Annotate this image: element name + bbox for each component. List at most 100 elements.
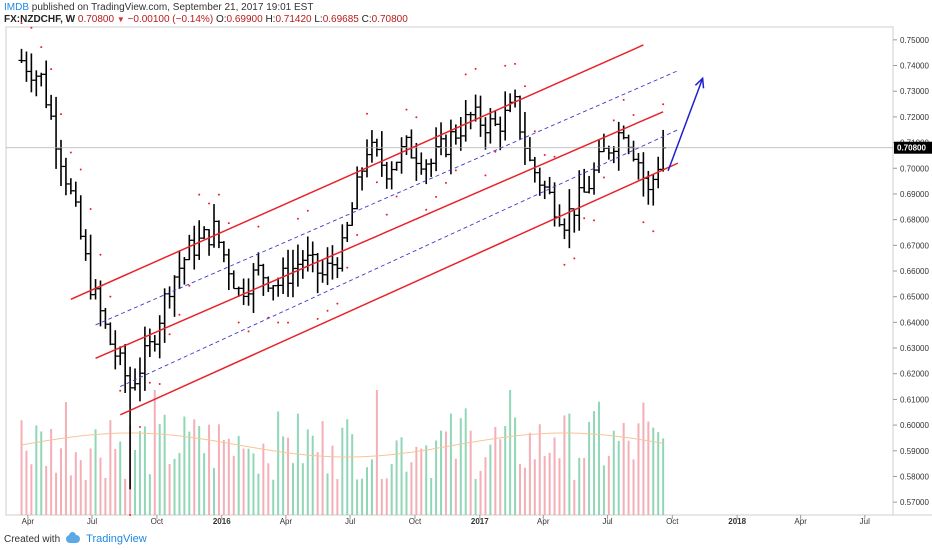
y-tick-label: 0.63000 bbox=[900, 344, 929, 353]
price-change: −0.00100 (−0.14%) bbox=[127, 14, 214, 25]
psar-dot bbox=[346, 266, 349, 269]
psar-dot bbox=[543, 154, 546, 157]
volume-bar bbox=[257, 473, 260, 515]
volume-bar bbox=[291, 463, 294, 515]
current-price-badge bbox=[894, 141, 932, 154]
volume-bar bbox=[637, 423, 640, 515]
volume-bar bbox=[385, 478, 388, 515]
volume-bar bbox=[99, 457, 102, 515]
volume-bar bbox=[74, 452, 77, 515]
psar-dot bbox=[514, 62, 517, 65]
volume-bar bbox=[351, 434, 354, 515]
volume-bar bbox=[158, 424, 161, 515]
x-tick-label: Jul bbox=[602, 517, 612, 526]
psar-dot bbox=[158, 383, 161, 386]
volume-bar bbox=[301, 463, 304, 515]
volume-bar bbox=[528, 432, 531, 515]
low-label: L: bbox=[314, 14, 323, 25]
volume-bar bbox=[311, 435, 314, 515]
psar-dot bbox=[652, 230, 655, 233]
psar-dot bbox=[138, 426, 141, 429]
y-tick-label: 0.61000 bbox=[900, 395, 929, 404]
volume-moving-average bbox=[21, 432, 664, 458]
volume-bar bbox=[89, 448, 92, 515]
psar-dot bbox=[326, 309, 329, 312]
high-label: H: bbox=[265, 14, 276, 25]
volume-bar bbox=[420, 448, 423, 515]
volume-bar bbox=[282, 436, 285, 515]
volume-bar bbox=[390, 464, 393, 515]
volume-bar bbox=[578, 457, 581, 515]
brand-link[interactable]: IMDB bbox=[4, 2, 29, 13]
volume-bar bbox=[64, 402, 67, 515]
channel-red-line bbox=[70, 44, 644, 300]
volume-bar bbox=[134, 449, 137, 515]
psar-dot bbox=[573, 257, 576, 260]
psar-dot bbox=[109, 295, 112, 298]
volume-bar bbox=[227, 438, 230, 515]
last-price: 0.70800 bbox=[77, 14, 115, 25]
volume-bar bbox=[321, 421, 324, 515]
volume-bar bbox=[449, 413, 452, 515]
psar-dot bbox=[59, 113, 62, 116]
channel-red-line bbox=[95, 111, 664, 360]
volume-bar bbox=[252, 453, 255, 515]
psar-dot bbox=[385, 213, 388, 216]
psar-dot bbox=[375, 181, 378, 184]
volume-bar bbox=[183, 416, 186, 515]
y-tick-label: 0.57000 bbox=[900, 498, 929, 507]
volume-bar bbox=[657, 431, 660, 515]
y-tick-label: 0.66000 bbox=[900, 267, 929, 276]
volume-bar bbox=[494, 426, 497, 515]
volume-bar bbox=[208, 424, 211, 515]
volume-bar bbox=[94, 429, 97, 515]
tradingview-brand[interactable]: TradingView bbox=[86, 533, 147, 545]
volume-bar bbox=[119, 441, 122, 515]
volume-bar bbox=[153, 390, 156, 515]
volume-bar bbox=[612, 430, 615, 515]
tradingview-logo-icon bbox=[66, 532, 81, 543]
psar-dot bbox=[79, 168, 82, 171]
psar-dot bbox=[405, 108, 408, 111]
y-tick-label: 0.75000 bbox=[900, 36, 929, 45]
low-value: 0.69685 bbox=[322, 14, 359, 25]
y-tick-label: 0.74000 bbox=[900, 62, 929, 71]
psar-dot bbox=[563, 263, 566, 266]
psar-dot bbox=[602, 176, 605, 179]
symbol-line: FX:NZDCHF, W 0.70800 ▼ −0.00100 (−0.14%)… bbox=[4, 14, 408, 25]
volume-bar bbox=[588, 421, 591, 515]
volume-bar bbox=[469, 430, 472, 515]
volume-bar bbox=[20, 420, 23, 515]
volume-bar bbox=[69, 475, 72, 515]
volume-bar bbox=[272, 479, 275, 515]
volume-bar bbox=[538, 424, 541, 515]
volume-bar bbox=[277, 411, 280, 515]
volume-bar bbox=[410, 462, 413, 515]
volume-bar bbox=[173, 458, 176, 515]
y-tick-label: 0.64000 bbox=[900, 318, 929, 327]
y-tick-label: 0.69000 bbox=[900, 190, 929, 199]
volume-bar bbox=[178, 452, 181, 515]
psar-dot bbox=[99, 253, 102, 256]
volume-bar bbox=[415, 446, 418, 515]
psar-dot bbox=[642, 221, 645, 224]
volume-bar bbox=[514, 417, 517, 515]
psar-dot bbox=[217, 193, 220, 196]
volume-bar bbox=[242, 448, 245, 515]
psar-dot bbox=[593, 219, 596, 222]
psar-dot bbox=[208, 202, 211, 205]
volume-bar bbox=[287, 437, 290, 515]
symbol-label[interactable]: FX:NZDCHF, W bbox=[4, 14, 76, 25]
psar-dot bbox=[89, 208, 92, 211]
volume-bar bbox=[617, 440, 620, 515]
volume-bar bbox=[198, 426, 201, 515]
psar-dot bbox=[415, 116, 418, 119]
psar-dot bbox=[622, 98, 625, 101]
y-tick-label: 0.73000 bbox=[900, 87, 929, 96]
volume-bar bbox=[632, 459, 635, 515]
psar-dot bbox=[40, 46, 43, 49]
volume-bar bbox=[59, 448, 62, 515]
volume-bar bbox=[435, 440, 438, 515]
psar-dot bbox=[306, 209, 309, 212]
